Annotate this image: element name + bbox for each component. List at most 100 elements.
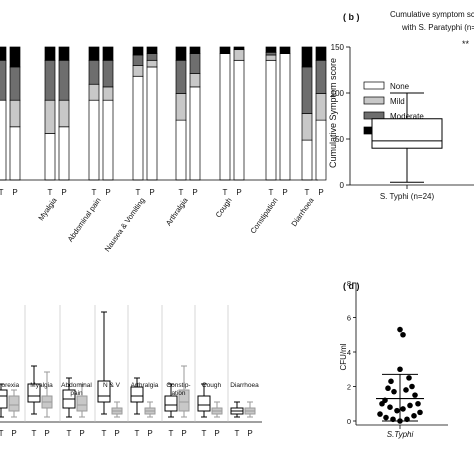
panel-b-label: ( b ) <box>343 12 360 22</box>
legend-swatch-mild <box>363 96 385 105</box>
legend-label-none: None <box>390 82 410 91</box>
panel-c-boxplots: TPnorexiaTPMyalgiaTPAbdominalpainTPN & V… <box>0 305 262 438</box>
box-label-T: T <box>169 429 174 438</box>
bar-label-P: P <box>236 188 241 197</box>
panel-b-significance: ** <box>462 39 470 49</box>
bar-segment-mild <box>102 86 114 101</box>
bar-label-T: T <box>0 188 4 197</box>
data-point <box>397 326 403 333</box>
bar-label-P: P <box>318 188 323 197</box>
data-point <box>417 409 423 416</box>
data-point <box>409 383 415 390</box>
bar-segment-severe <box>301 46 313 68</box>
panel-d-label: ( d ) <box>343 281 360 291</box>
panel-d-ylabel: CFU/ml <box>339 343 348 370</box>
group-label: Diarrhoea <box>230 382 259 389</box>
bar-segment-none <box>44 133 56 181</box>
y-tick-label: 150 <box>331 43 345 52</box>
bar-segment-none <box>233 59 245 181</box>
bar-segment-moderate <box>189 53 201 74</box>
category-label: Myalgia <box>36 195 59 222</box>
data-point <box>406 375 412 381</box>
bar-segment-severe <box>219 46 231 55</box>
bar-segment-none <box>279 53 291 181</box>
box-P <box>76 395 88 412</box>
data-point <box>411 413 417 419</box>
bar-segment-mild <box>175 93 187 121</box>
bar-segment-severe <box>132 46 144 56</box>
panel-d-scatter: ( d ) CFU/ml S.Typhi 0 2 4 6 8 <box>339 279 448 439</box>
bar-segment-mild <box>265 54 277 61</box>
bar-segment-severe <box>233 46 245 51</box>
bar-segment-none <box>9 126 21 181</box>
bar-segment-moderate <box>0 59 7 101</box>
category-label: Cough <box>214 196 234 219</box>
bar-segment-none <box>102 99 114 181</box>
category-label: Diarrhoea <box>289 195 316 228</box>
box-label-P: P <box>147 429 152 438</box>
y-tick-label: 6 <box>347 314 351 323</box>
panel-b-ylabel: Cumulative Symptom score <box>328 58 338 168</box>
group-label: Arthralgia <box>131 382 159 389</box>
bar-label-T: T <box>48 188 53 197</box>
group-label-line1: Abdominal <box>61 382 92 389</box>
box-label-T: T <box>135 429 140 438</box>
bar-label-P: P <box>12 188 17 197</box>
bar-segment-moderate <box>88 59 100 85</box>
panel-b-title-line2: with S. Paratyphi (n= <box>401 23 474 32</box>
box-label-P: P <box>181 429 186 438</box>
bar-segment-none <box>88 99 100 181</box>
box-label-T: T <box>202 429 207 438</box>
y-tick-label: 100 <box>331 89 345 98</box>
bar-label-T: T <box>305 188 310 197</box>
bar-segment-none <box>189 86 201 181</box>
bar-segment-moderate <box>146 53 158 61</box>
box-T <box>164 395 178 412</box>
bar-segment-severe <box>44 46 56 61</box>
data-point <box>391 388 397 395</box>
y-tick-label: 0 <box>340 181 345 190</box>
group-label: N & V <box>103 382 121 389</box>
data-point <box>385 385 391 392</box>
bar-segment-mild <box>301 113 313 141</box>
bar-segment-moderate <box>44 59 56 101</box>
category-label: Abdominal pain <box>66 196 103 244</box>
panel-b-title-line1: Cumulative symptom sco <box>390 10 474 19</box>
box-label-T: T <box>32 429 37 438</box>
box-label-P: P <box>44 429 49 438</box>
bar-segment-none <box>146 66 158 181</box>
box-label-P: P <box>79 429 84 438</box>
category-label: Nausea & Vomiting <box>103 196 147 253</box>
box-T <box>27 383 41 403</box>
bar-segment-mild <box>88 83 100 101</box>
box-label-T: T <box>0 429 4 438</box>
bar-segment-severe <box>146 46 158 55</box>
box-label-P: P <box>11 429 16 438</box>
bar-segment-mild <box>189 73 201 88</box>
box-T <box>97 380 111 403</box>
data-point <box>394 407 400 414</box>
bar-label-T: T <box>179 188 184 197</box>
bar-segment-severe <box>315 46 327 61</box>
y-tick-label: 0 <box>347 417 351 426</box>
box-label-P: P <box>247 429 252 438</box>
y-tick-label: 8 <box>347 279 351 288</box>
bar-segment-moderate <box>9 66 21 101</box>
box-label-T: T <box>67 429 72 438</box>
group-label-line2: ation <box>171 390 185 397</box>
bar-segment-severe <box>0 46 7 61</box>
bar-segment-none <box>315 119 327 181</box>
group-label-line1: Constip- <box>166 382 190 389</box>
box-T <box>0 389 8 409</box>
bar-segment-severe <box>58 46 70 61</box>
box-iqr <box>371 118 443 149</box>
bar-segment-moderate <box>132 54 144 66</box>
data-point <box>400 406 406 412</box>
bar-segment-none <box>0 99 7 181</box>
bar-segment-moderate <box>301 66 313 114</box>
y-tick-label: 50 <box>335 135 344 144</box>
data-point <box>404 416 410 423</box>
bar-segment-mild <box>233 49 245 61</box>
bar-segment-moderate <box>315 59 327 94</box>
bar-segment-mild <box>146 59 158 68</box>
